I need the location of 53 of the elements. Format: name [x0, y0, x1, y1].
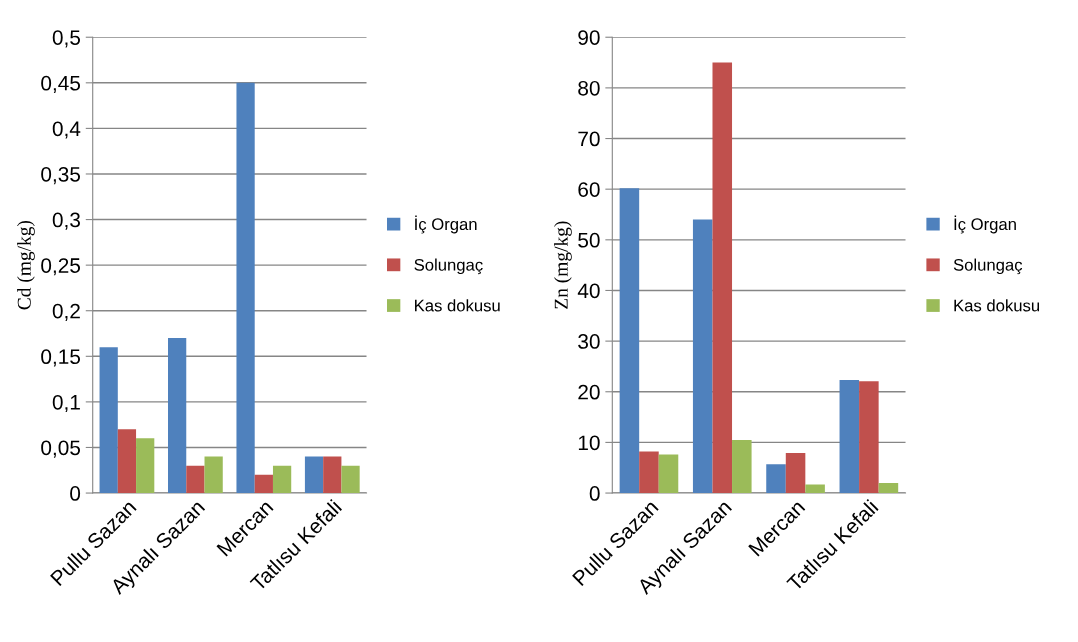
bar: [766, 464, 786, 494]
bar: [712, 62, 733, 494]
legend-label: Kas dokusu: [415, 299, 500, 312]
y-tick-label: 10: [578, 435, 600, 451]
y-tick-label: 0,05: [41, 440, 81, 458]
y-tick-label: 0,2: [52, 303, 80, 321]
legend-label: İç Organ: [415, 215, 477, 234]
y-tick-label: 0,4: [52, 121, 81, 139]
bar: [136, 438, 155, 494]
bar: [117, 429, 137, 494]
y-tick-label: 80: [578, 80, 600, 96]
bar: [204, 456, 223, 494]
bar: [878, 482, 899, 494]
legend-label: Kas dokusu: [954, 299, 1040, 312]
bar: [168, 338, 187, 494]
bar: [785, 453, 806, 494]
y-tick-label: 0: [589, 486, 600, 501]
bar: [186, 465, 205, 494]
y-axis-title: Cd (mg/kg): [17, 220, 35, 310]
y-tick-label: 0,45: [41, 75, 81, 94]
legend-label: İç Organ: [954, 215, 1016, 234]
y-tick-label: 30: [578, 334, 600, 349]
y-tick-label: 0,5: [52, 30, 81, 48]
bar: [341, 465, 360, 494]
bar: [658, 454, 679, 494]
legend-label: Solungaç: [953, 258, 1023, 275]
legend-label: Solungaç: [414, 258, 483, 275]
bar: [99, 347, 118, 494]
bar: [839, 380, 860, 494]
y-tick-label: 70: [578, 131, 600, 147]
bar: [692, 219, 713, 494]
bar: [732, 439, 752, 494]
bar: [323, 456, 342, 494]
bar: [639, 451, 659, 494]
y-axis-title: Zn (mg/kg): [554, 221, 572, 309]
y-tick-label: 0: [70, 486, 81, 501]
y-tick-label: 40: [577, 283, 600, 299]
bar: [859, 381, 879, 494]
bar: [805, 484, 825, 494]
y-tick-label: 50: [578, 232, 600, 248]
bar: [254, 474, 273, 494]
y-tick-label: 60: [578, 182, 600, 197]
y-tick-label: 0,3: [52, 212, 80, 230]
bar: [272, 465, 292, 494]
y-tick-label: 0,35: [41, 166, 81, 185]
y-tick-label: 90: [578, 30, 600, 45]
bar: [304, 456, 324, 494]
y-tick-label: 0,15: [41, 349, 81, 367]
y-tick-label: 0,1: [52, 394, 80, 413]
y-tick-label: 20: [578, 384, 600, 400]
bar: [236, 82, 255, 494]
y-tick-label: 0,25: [41, 258, 81, 276]
bar: [619, 188, 640, 494]
